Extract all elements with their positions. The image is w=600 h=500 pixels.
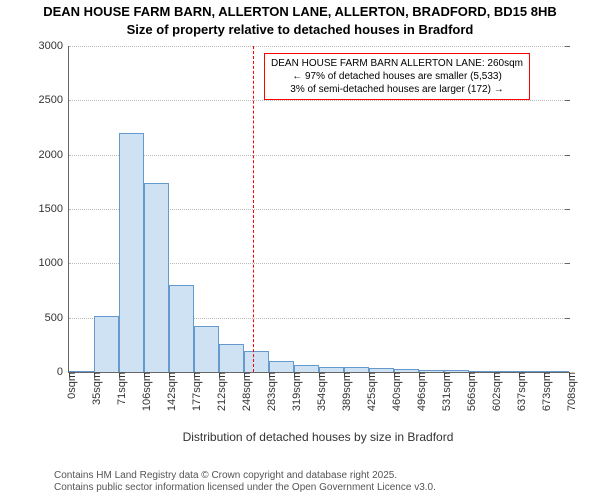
xtick-label: 283sqm	[260, 372, 278, 411]
histogram-bar	[169, 285, 194, 372]
histogram-bar	[94, 316, 119, 373]
xtick-label: 212sqm	[210, 372, 228, 411]
annotation-line: ← 97% of detached houses are smaller (5,…	[269, 70, 525, 83]
ytick-mark	[565, 318, 570, 319]
ytick-label: 1500	[39, 203, 69, 215]
xtick-label: 35sqm	[85, 372, 103, 405]
xtick-label: 0sqm	[60, 372, 78, 399]
gridline	[69, 100, 569, 101]
xtick-label: 637sqm	[510, 372, 528, 411]
plot-region: 0500100015002000250030000sqm35sqm71sqm10…	[68, 46, 569, 373]
xtick-label: 531sqm	[435, 372, 453, 411]
annotation-line: 3% of semi-detached houses are larger (1…	[269, 83, 525, 96]
xtick-label: 248sqm	[235, 372, 253, 411]
ytick-mark	[565, 263, 570, 264]
ytick-label: 1000	[39, 257, 69, 269]
attribution-line-2: Contains public sector information licen…	[54, 482, 436, 494]
ytick-label: 3000	[39, 40, 69, 52]
xtick-label: 354sqm	[310, 372, 328, 411]
histogram-bar	[144, 183, 169, 372]
ytick-mark	[565, 209, 570, 210]
ytick-label: 2500	[39, 94, 69, 106]
histogram-bar	[219, 344, 244, 372]
annotation-box: DEAN HOUSE FARM BARN ALLERTON LANE: 260s…	[264, 53, 530, 100]
xtick-label: 142sqm	[160, 372, 178, 411]
ytick-label: 500	[45, 312, 69, 324]
histogram-bar	[194, 326, 219, 372]
xtick-label: 460sqm	[385, 372, 403, 411]
xtick-label: 106sqm	[135, 372, 153, 411]
attribution-line-1: Contains HM Land Registry data © Crown c…	[54, 470, 436, 482]
xtick-label: 602sqm	[485, 372, 503, 411]
xtick-label: 71sqm	[110, 372, 128, 405]
attribution: Contains HM Land Registry data © Crown c…	[54, 470, 436, 494]
ytick-mark	[565, 46, 570, 47]
histogram-bar	[244, 351, 269, 372]
gridline	[69, 46, 569, 47]
xtick-label: 425sqm	[360, 372, 378, 411]
chart-area: 0500100015002000250030000sqm35sqm71sqm10…	[0, 0, 600, 500]
ytick-mark	[565, 155, 570, 156]
gridline	[69, 155, 569, 156]
xtick-label: 389sqm	[335, 372, 353, 411]
xtick-label: 566sqm	[460, 372, 478, 411]
xtick-label: 319sqm	[285, 372, 303, 411]
x-axis-label: Distribution of detached houses by size …	[68, 430, 568, 444]
annotation-line: DEAN HOUSE FARM BARN ALLERTON LANE: 260s…	[269, 57, 525, 70]
xtick-label: 708sqm	[560, 372, 578, 411]
histogram-bar	[269, 361, 294, 372]
xtick-label: 673sqm	[535, 372, 553, 411]
xtick-label: 177sqm	[185, 372, 203, 411]
histogram-bar	[119, 133, 144, 372]
marker-line	[253, 46, 254, 372]
ytick-mark	[565, 100, 570, 101]
ytick-label: 2000	[39, 149, 69, 161]
xtick-label: 496sqm	[410, 372, 428, 411]
